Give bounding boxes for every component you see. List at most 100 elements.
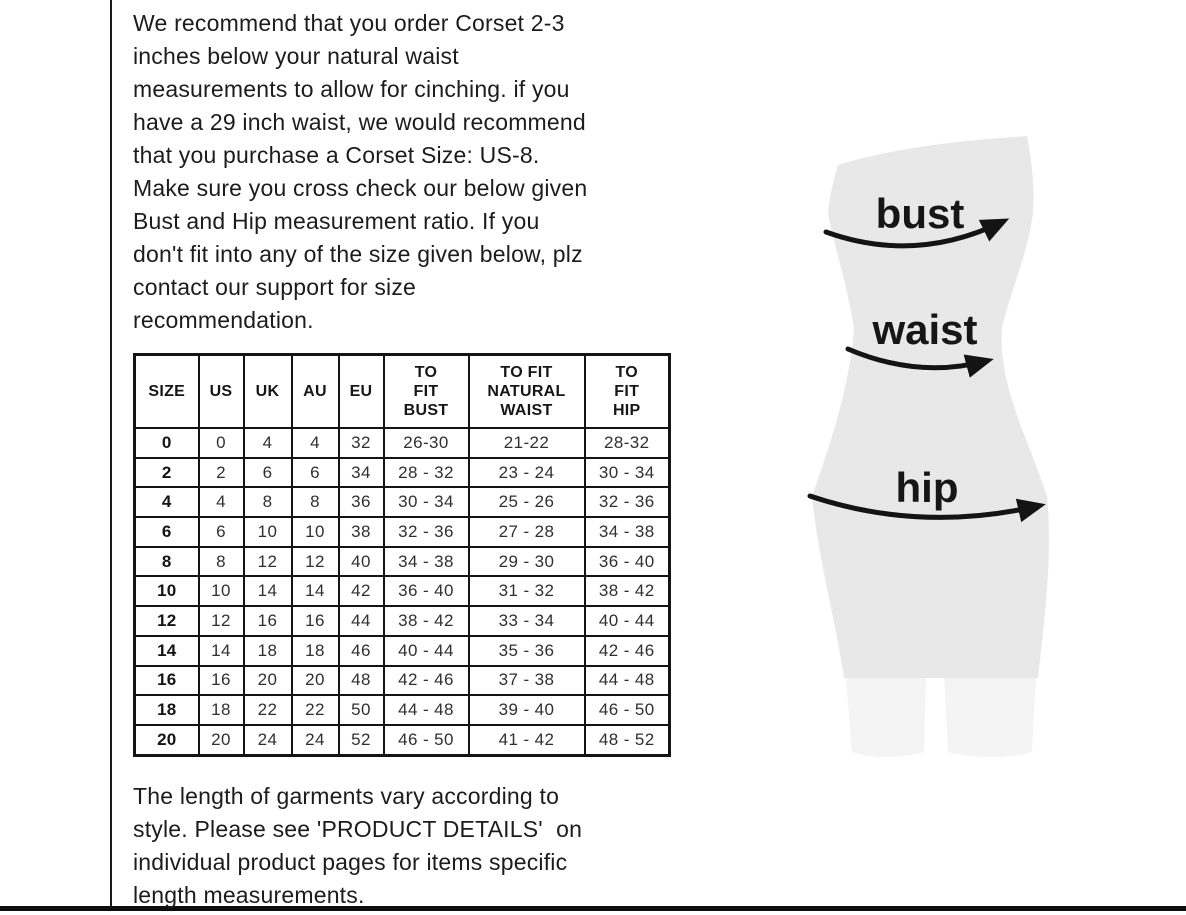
table-cell: 30 - 34 [382, 486, 470, 519]
table-cell: 34 [337, 456, 385, 489]
table-cell: 16 [133, 664, 200, 697]
column-header: TO FIT HIP [583, 353, 671, 429]
table-cell: 22 [242, 694, 293, 726]
table-cell: 32 - 36 [583, 486, 671, 519]
table-cell: 16 [290, 605, 340, 637]
text-line: don't fit into any of the size given bel… [133, 241, 583, 267]
hip-arrow [807, 493, 1046, 523]
table-cell: 6 [133, 516, 200, 548]
table-cell: 42 - 46 [382, 664, 470, 697]
table-cell: 10 [290, 516, 340, 548]
table-cell: 14 [290, 575, 340, 608]
table-cell: 38 - 42 [583, 575, 671, 608]
table-cell: 4 [290, 427, 340, 459]
column-header: TO FIT NATURAL WAIST [467, 353, 586, 429]
text-line: We recommend that you order Corset 2-3 [133, 10, 565, 36]
table-cell: 20 [242, 664, 293, 697]
bust-label: bust [876, 190, 965, 237]
table-cell: 20 [133, 723, 200, 757]
table-cell: 27 - 28 [467, 516, 586, 548]
table-cell: 8 [290, 486, 340, 519]
table-cell: 14 [197, 634, 245, 667]
table-cell: 10 [133, 575, 200, 608]
table-cell: 32 [337, 427, 385, 459]
table-cell: 6 [290, 456, 340, 489]
text-line: measurements to allow for cinching. if y… [133, 76, 570, 102]
column-header: AU [290, 353, 340, 429]
table-cell: 42 [337, 575, 385, 608]
text-line: inches below your natural waist [133, 43, 459, 69]
text-line: have a 29 inch waist, we would recommend [133, 109, 586, 135]
table-row: 16 16 20 20 48 42 - 46 37 - 38 44 - 48 [133, 664, 671, 697]
table-row: 12 12 16 16 44 38 - 42 33 - 34 40 - 44 [133, 605, 671, 637]
table-cell: 38 - 42 [382, 605, 470, 637]
table-cell: 23 - 24 [467, 456, 586, 489]
table-cell: 2 [197, 456, 245, 489]
table-cell: 28 - 32 [382, 456, 470, 489]
text-line: style. Please see 'PRODUCT DETAILS' on [133, 816, 583, 842]
column-header: US [197, 353, 245, 429]
table-cell: 6 [197, 516, 245, 548]
table-cell: 6 [242, 456, 293, 489]
table-cell: 36 - 40 [583, 545, 671, 578]
table-cell: 20 [197, 723, 245, 757]
text-line: length measurements. [133, 882, 365, 908]
table-cell: 8 [133, 545, 200, 578]
table-cell: 18 [242, 634, 293, 667]
table-row: 2 2 6 6 34 28 - 32 23 - 24 30 - 34 [133, 456, 671, 489]
waist-arrow [845, 346, 994, 378]
table-cell: 0 [197, 427, 245, 459]
table-row: 20 20 24 24 52 46 - 50 41 - 42 48 - 52 [133, 723, 671, 757]
table-cell: 48 [337, 664, 385, 697]
waist-label: waist [871, 306, 977, 353]
table-cell: 18 [290, 634, 340, 667]
table-cell: 32 - 36 [382, 516, 470, 548]
dress-form-figure: bust waist hip [807, 136, 1049, 758]
intro-paragraph: We recommend that you order Corset 2-3 in… [133, 7, 693, 337]
table-cell: 12 [242, 545, 293, 578]
size-chart-table: SIZE US UK AU EU TO FIT BUST TO FIT NATURAL WA… [133, 353, 671, 757]
table-cell: 12 [290, 545, 340, 578]
table-cell: 34 - 38 [382, 545, 470, 578]
table-cell: 52 [337, 723, 385, 757]
text-line: The length of garments vary according to [133, 783, 560, 809]
table-cell: 46 [337, 634, 385, 667]
text-line: that you purchase a Corset Size: US-8. [133, 142, 540, 168]
table-header-row: SIZE US UK AU EU TO FIT BUST TO FIT NATURAL WA… [133, 353, 671, 429]
table-cell: 4 [133, 486, 200, 519]
table-row: 14 14 18 18 46 40 - 44 35 - 36 42 - 46 [133, 634, 671, 667]
table-cell: 21-22 [467, 427, 586, 459]
table-cell: 36 [337, 486, 385, 519]
text-line: individual product pages for items speci… [133, 849, 568, 875]
table-cell: 29 - 30 [467, 545, 586, 578]
table-cell: 4 [242, 427, 293, 459]
table-cell: 18 [197, 694, 245, 726]
table-row: 4 4 8 8 36 30 - 34 25 - 26 32 - 36 [133, 486, 671, 519]
table-cell: 44 - 48 [382, 694, 470, 726]
table-cell: 35 - 36 [467, 634, 586, 667]
table-cell: 40 - 44 [583, 605, 671, 637]
hip-label: hip [896, 464, 959, 511]
dress-form-left-leg [846, 678, 926, 758]
text-line: Make sure you cross check our below give… [133, 175, 588, 201]
table-cell: 31 - 32 [467, 575, 586, 608]
table-row: 10 10 14 14 42 36 - 40 31 - 32 38 - 42 [133, 575, 671, 608]
table-cell: 26-30 [382, 427, 470, 459]
dress-form-torso [812, 136, 1049, 678]
table-cell: 50 [337, 694, 385, 726]
table-cell: 18 [133, 694, 200, 726]
table-cell: 48 - 52 [583, 723, 671, 757]
table-cell: 20 [290, 664, 340, 697]
table-cell: 41 - 42 [467, 723, 586, 757]
table-cell: 33 - 34 [467, 605, 586, 637]
table-cell: 22 [290, 694, 340, 726]
table-cell: 12 [133, 605, 200, 637]
column-header: EU [337, 353, 385, 429]
table-cell: 0 [133, 427, 200, 459]
table-cell: 8 [197, 545, 245, 578]
table-cell: 10 [197, 575, 245, 608]
table-cell: 24 [290, 723, 340, 757]
table-cell: 8 [242, 486, 293, 519]
column-header: TO FIT BUST [382, 353, 470, 429]
bust-arrow [823, 218, 1010, 249]
